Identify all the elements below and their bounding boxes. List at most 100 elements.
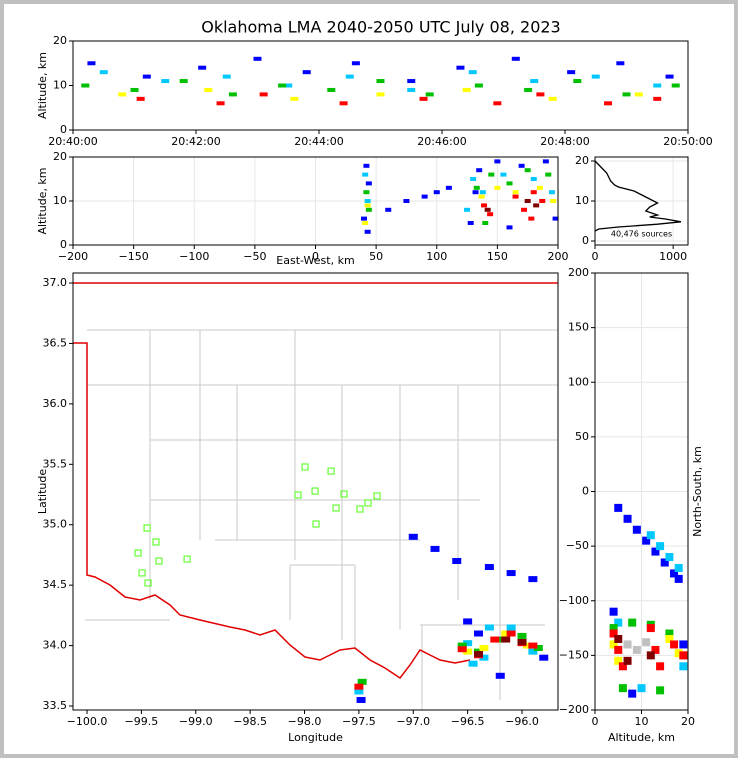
source	[609, 629, 618, 638]
source	[452, 557, 462, 564]
source	[484, 207, 491, 212]
annotation: 40,476 sources	[611, 230, 672, 239]
x-axis-label: Longitude	[288, 731, 343, 744]
x-tick-label: −98.0	[288, 715, 322, 728]
source	[484, 624, 494, 631]
source	[623, 656, 632, 665]
source	[488, 172, 495, 177]
source	[548, 190, 555, 195]
source	[634, 92, 643, 97]
source	[351, 61, 360, 66]
y-tick-label: 150	[568, 321, 589, 334]
y-axis-label: Altitude, km	[36, 52, 49, 119]
source	[365, 181, 372, 186]
station	[144, 579, 152, 587]
source	[385, 207, 392, 212]
source	[407, 79, 416, 84]
source	[609, 624, 618, 633]
source	[481, 203, 488, 208]
source	[522, 642, 532, 649]
source	[468, 660, 478, 667]
y-axis-label: Latitude	[36, 469, 49, 515]
x-axis-label: East-West, km	[276, 254, 354, 267]
source	[656, 662, 665, 671]
source	[536, 185, 543, 190]
x-tick-label: 20:46:00	[417, 135, 466, 148]
source	[430, 545, 440, 552]
source	[472, 190, 479, 195]
source	[539, 199, 546, 203]
source	[361, 216, 367, 221]
source	[376, 92, 385, 97]
source	[376, 79, 385, 84]
y-tick-label: 35.5	[43, 457, 68, 470]
y-tick-label: 10	[575, 194, 589, 207]
source	[482, 221, 489, 225]
station	[155, 557, 163, 565]
source	[99, 70, 108, 75]
x-tick-label: 20:44:00	[294, 135, 343, 148]
source	[216, 101, 225, 106]
x-tick-label: −97.0	[396, 715, 430, 728]
y-tick-label: −100	[559, 594, 589, 607]
source	[651, 645, 660, 654]
source	[464, 207, 471, 212]
x-tick-label: −150	[119, 250, 149, 263]
source	[679, 662, 688, 671]
source	[161, 79, 170, 84]
station	[311, 487, 319, 495]
source	[81, 83, 90, 88]
source	[614, 634, 623, 643]
source	[671, 83, 680, 88]
y-tick-label: 20	[575, 154, 589, 167]
y-tick-label: 10	[53, 79, 67, 92]
y-tick-label: 50	[575, 430, 589, 443]
source	[521, 207, 528, 212]
x-tick-label: −99.5	[125, 715, 159, 728]
source	[656, 542, 665, 551]
plot-frame	[72, 40, 689, 131]
x-tick-label: 20:48:00	[540, 135, 589, 148]
x-tick-label: 20	[681, 715, 695, 728]
x-tick-label: 50	[369, 250, 383, 263]
x-tick-label: −98.5	[233, 715, 267, 728]
source	[467, 221, 474, 225]
x-tick-label: −100	[179, 250, 209, 263]
source	[651, 547, 660, 556]
source	[179, 79, 188, 84]
source	[456, 65, 465, 70]
source	[656, 686, 665, 695]
source	[474, 651, 484, 658]
source	[679, 651, 688, 660]
source	[495, 672, 505, 679]
x-tick-label: 200	[548, 250, 569, 263]
station	[134, 549, 142, 557]
x-tick-label: 20:40:00	[48, 135, 97, 148]
y-tick-label: 0	[582, 485, 589, 498]
x-tick-label: 0	[592, 715, 599, 728]
source	[512, 194, 519, 199]
source	[407, 87, 416, 92]
source	[357, 678, 367, 685]
source	[468, 70, 477, 75]
source	[628, 618, 637, 627]
y-tick-label: 33.5	[43, 699, 68, 712]
source	[665, 634, 674, 643]
plot-frame	[594, 156, 689, 246]
source	[87, 61, 96, 66]
source	[665, 629, 674, 638]
source	[506, 225, 513, 230]
source	[494, 185, 501, 190]
source	[660, 558, 669, 567]
station	[143, 524, 151, 532]
station	[327, 467, 335, 475]
y-tick-label: 200	[568, 266, 589, 279]
source	[457, 646, 467, 653]
source	[679, 640, 688, 649]
source	[533, 645, 543, 652]
x-tick-label: 20:42:00	[171, 135, 220, 148]
source	[632, 525, 641, 534]
source	[362, 172, 369, 177]
source	[511, 56, 520, 61]
source	[253, 56, 262, 61]
